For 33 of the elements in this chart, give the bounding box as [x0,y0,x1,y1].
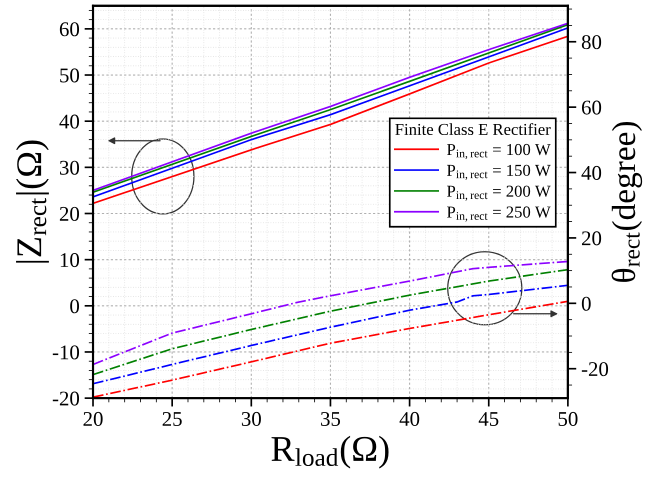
y2-tick-label: -20 [582,362,608,376]
x-tick-label: 30 [242,412,261,426]
y-tick-label: 60 [60,22,80,36]
y-tick-label: -20 [52,392,80,406]
legend-title: Finite Class E Rectifier [395,123,551,136]
x-axis-title: R$_{load}$(Ω) [272,436,389,469]
line-series [93,284,568,385]
x-tick-label: 45 [478,412,498,426]
y2-tick-label: 80 [582,35,602,50]
y2-tick-label: 60 [582,100,602,115]
y-tick-label: 40 [59,114,80,129]
y-tick-label: 0 [70,299,80,314]
y2-tick-label: 0 [582,296,591,311]
y-tick-label: 10 [60,253,80,268]
x-tick-label: 20 [84,412,103,426]
y-tick-label: 50 [60,68,80,82]
y-tick-label: -10 [52,345,80,360]
y-axis-title: |Z$_{rect}$|(Ω) [16,140,49,263]
x-tick-label: 25 [162,412,182,426]
legend-label: P$_{in,rect}$ = 150 W [446,164,551,180]
x-tick-label: 35 [321,412,340,426]
line-series [93,268,568,376]
legend-label: P$_{in,rect}$ = 200 W [446,186,551,201]
y2-tick-label: 40 [581,166,602,180]
y2-axis-title: θ$_{rect}$(degree) [612,122,642,282]
legend-label: P$_{in,rect}$ = 100 W [446,144,551,160]
line-series [93,260,568,366]
y-tick-label: 30 [60,160,80,175]
x-tick-label: 40 [400,412,420,426]
legend-label: P$_{in,rect}$ = 250 W [446,206,551,222]
x-tick-label: 50 [558,412,578,426]
y-tick-label: 20 [60,206,80,221]
y2-tick-label: 20 [582,231,602,246]
